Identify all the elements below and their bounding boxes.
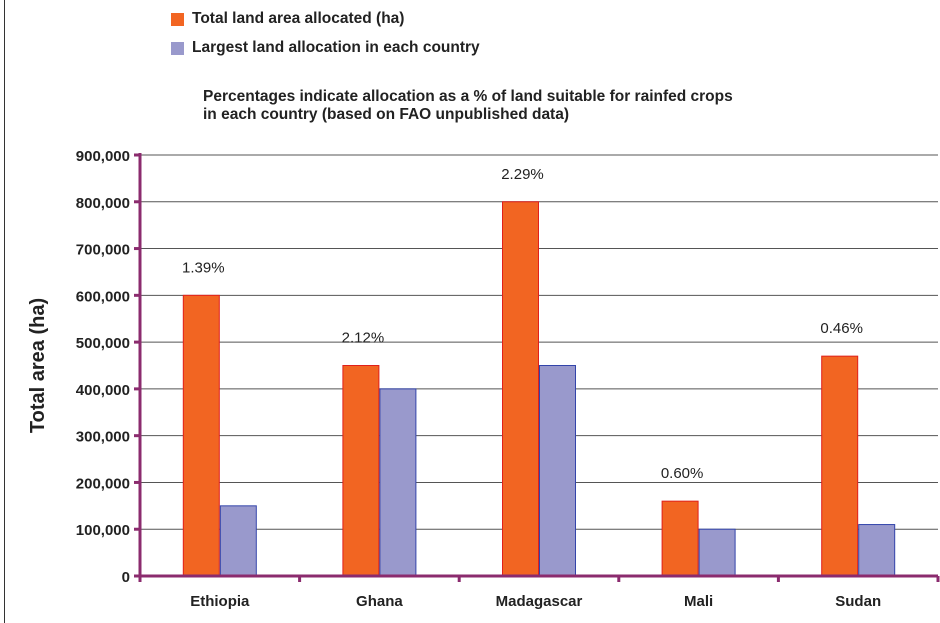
bar-annotation: 2.29% <box>501 166 544 183</box>
chart-note: Percentages indicate allocation as a % o… <box>203 88 903 124</box>
bar-largest-ethiopia <box>219 505 257 577</box>
note-line-1: Percentages indicate allocation as a % o… <box>203 88 733 105</box>
legend-label-largest: Largest land allocation in each country <box>192 39 480 56</box>
bar-total-ethiopia <box>182 294 220 577</box>
y-tick-label: 700,000 <box>76 242 130 259</box>
y-tick-label: 500,000 <box>76 335 130 352</box>
y-tick-label: 300,000 <box>76 429 130 446</box>
y-tick-label: 800,000 <box>76 195 130 212</box>
x-tick-label: Ghana <box>356 593 403 610</box>
y-tick-label: 900,000 <box>76 148 130 165</box>
y-tick-label: 200,000 <box>76 475 130 492</box>
bar-largest-mali <box>698 528 736 577</box>
y-tick-label: 100,000 <box>76 522 130 539</box>
frame-border <box>4 0 5 623</box>
bar-annotation: 0.60% <box>661 465 704 482</box>
bar-total-madagascar <box>502 201 539 577</box>
chart-legend: Total land area allocated (ha) Largest l… <box>171 10 480 68</box>
bar-largest-sudan <box>858 524 896 577</box>
bar-annotation: 2.12% <box>342 330 385 347</box>
bar-total-mali <box>661 500 699 577</box>
y-axis-title: Total area (ha) <box>27 298 49 433</box>
x-tick-label: Mali <box>684 593 713 610</box>
note-line-2: in each country (based on FAO unpublishe… <box>203 106 570 123</box>
legend-swatch-total <box>171 12 184 26</box>
bar-annotation: 1.39% <box>182 259 225 276</box>
legend-label-total: Total land area allocated (ha) <box>192 10 405 27</box>
bar-annotation: 0.46% <box>820 320 863 337</box>
bar-total-ghana <box>342 365 380 577</box>
legend-item-largest: Largest land allocation in each country <box>171 39 480 57</box>
x-tick-label: Ethiopia <box>190 593 250 610</box>
x-tick-label: Madagascar <box>496 593 583 610</box>
y-tick-label: 0 <box>122 569 130 586</box>
legend-swatch-largest <box>171 41 184 55</box>
bar-largest-ghana <box>379 388 417 577</box>
bar-largest-madagascar <box>539 365 576 577</box>
y-tick-label: 400,000 <box>76 382 130 399</box>
x-tick-label: Sudan <box>835 593 881 610</box>
y-tick-label: 600,000 <box>76 288 130 305</box>
legend-item-total: Total land area allocated (ha) <box>171 10 480 28</box>
bar-total-sudan <box>821 355 859 577</box>
